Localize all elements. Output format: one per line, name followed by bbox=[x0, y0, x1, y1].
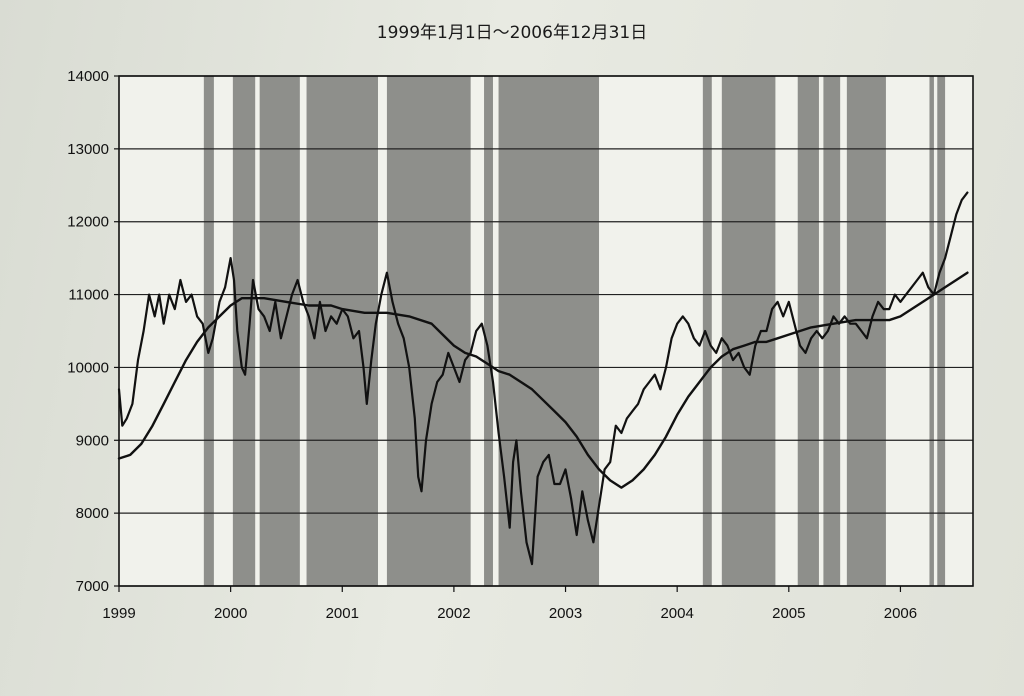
shaded-period-13 bbox=[937, 76, 946, 586]
ytick-label-13000: 13000 bbox=[67, 141, 109, 158]
shaded-period-4 bbox=[386, 76, 471, 586]
moving-average-line bbox=[117, 271, 969, 489]
plot-frame bbox=[118, 75, 974, 587]
shaded-period-9 bbox=[797, 76, 819, 586]
xtick-label-2002: 2002 bbox=[437, 605, 470, 622]
shaded-period-5 bbox=[484, 76, 493, 586]
ytick-label-7000: 7000 bbox=[76, 578, 109, 595]
ytick-label-9000: 9000 bbox=[76, 432, 109, 449]
shaded-period-7 bbox=[702, 76, 712, 586]
xtick-label-2003: 2003 bbox=[549, 605, 582, 622]
y-axis-ticks: 7000 8000 9000 10000 11000 12000 13000 14000 bbox=[67, 68, 119, 595]
ytick-label-10000: 10000 bbox=[67, 359, 109, 376]
chart-title: 1999年1月1日～2006年12月31日 bbox=[376, 23, 648, 43]
shaded-period-1 bbox=[232, 76, 256, 586]
ytick-label-11000: 11000 bbox=[68, 287, 109, 304]
xtick-label-2005: 2005 bbox=[772, 605, 805, 622]
xtick-label-1999: 1999 bbox=[102, 605, 135, 622]
series-layer bbox=[117, 191, 969, 566]
ytick-label-8000: 8000 bbox=[76, 505, 109, 522]
x-axis-ticks: 1999 2000 2001 2002 2003 2004 2005 2006 bbox=[102, 586, 917, 622]
xtick-label-2004: 2004 bbox=[660, 605, 693, 622]
axes bbox=[118, 75, 974, 587]
xtick-label-2000: 2000 bbox=[214, 605, 247, 622]
xtick-label-2001: 2001 bbox=[326, 605, 359, 622]
shaded-period-11 bbox=[846, 76, 886, 586]
shaded-period-0 bbox=[203, 76, 214, 586]
ytick-label-12000: 12000 bbox=[67, 214, 109, 231]
ytick-label-14000: 14000 bbox=[67, 68, 109, 85]
xtick-label-2006: 2006 bbox=[884, 605, 917, 622]
shaded-period-12 bbox=[929, 76, 934, 586]
shaded-period-10 bbox=[823, 76, 841, 586]
shaded-periods bbox=[119, 76, 973, 586]
shaded-period-6 bbox=[498, 76, 600, 586]
shaded-period-3 bbox=[306, 76, 378, 586]
